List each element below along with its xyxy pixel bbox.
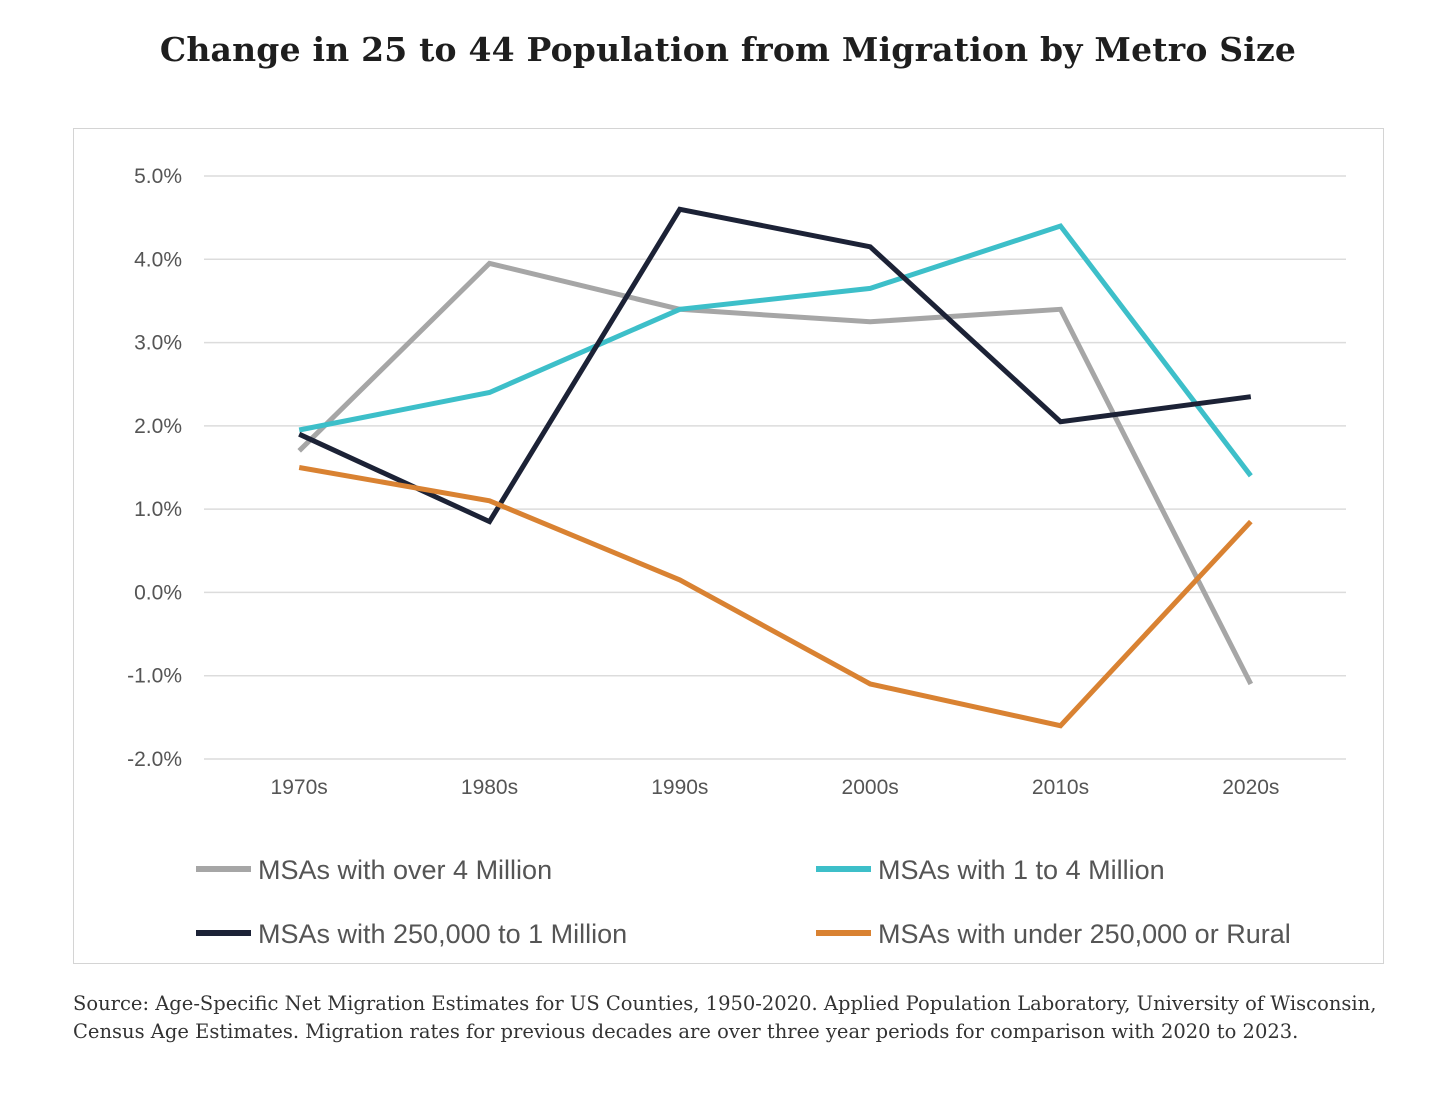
legend-item: MSAs with over 4 Million: [196, 855, 552, 885]
y-tick-label: 2.0%: [134, 415, 182, 438]
legend-label: MSAs with 250,000 to 1 Million: [258, 919, 627, 949]
series-line-3: [298, 206, 1252, 525]
legend-label: MSAs with 1 to 4 Million: [878, 855, 1165, 885]
legend-label: MSAs with under 250,000 or Rural: [878, 919, 1291, 949]
x-tick-label: 2020s: [1222, 776, 1279, 799]
x-axis-ticks: 1970s 1980s 1990s 2000s 2010s 2020s: [271, 776, 1280, 799]
gridlines: [204, 175, 1346, 760]
x-tick-label: 1980s: [461, 776, 518, 799]
y-tick-label: 5.0%: [134, 165, 182, 188]
legend: MSAs with over 4 Million MSAs with 1 to 4…: [196, 855, 1291, 949]
x-tick-label: 1970s: [271, 776, 328, 799]
series-line-2: [298, 223, 1253, 478]
series-line-4: [298, 465, 1253, 729]
x-tick-label: 1990s: [651, 776, 708, 799]
y-tick-label: 0.0%: [134, 581, 182, 604]
x-tick-label: 2010s: [1032, 776, 1089, 799]
legend-label: MSAs with over 4 Million: [258, 855, 552, 885]
y-axis-ticks: 5.0% 4.0% 3.0% 2.0% 1.0% 0.0% -1.0% -2.0%: [127, 165, 182, 771]
legend-item: MSAs with 1 to 4 Million: [816, 855, 1165, 885]
y-tick-label: 3.0%: [134, 332, 182, 355]
series-lines: [297, 206, 1254, 729]
x-tick-label: 2000s: [842, 776, 899, 799]
source-note: Source: Age-Specific Net Migration Estim…: [73, 992, 1377, 1043]
line-chart: 5.0% 4.0% 3.0% 2.0% 1.0% 0.0% -1.0% -2.0% 1970s…: [127, 165, 1346, 949]
y-tick-label: -2.0%: [127, 748, 182, 771]
chart-frame: 5.0% 4.0% 3.0% 2.0% 1.0% 0.0% -1.0% -2.0% 1970s…: [73, 128, 1384, 964]
y-tick-label: 1.0%: [134, 498, 182, 521]
chart-title: Change in 25 to 44 Population from Migra…: [159, 30, 1297, 69]
y-tick-label: 4.0%: [134, 248, 182, 271]
legend-item: MSAs with 250,000 to 1 Million: [196, 919, 627, 949]
y-tick-label: -1.0%: [127, 665, 182, 688]
legend-item: MSAs with under 250,000 or Rural: [816, 919, 1291, 949]
series-line-1: [297, 260, 1254, 686]
